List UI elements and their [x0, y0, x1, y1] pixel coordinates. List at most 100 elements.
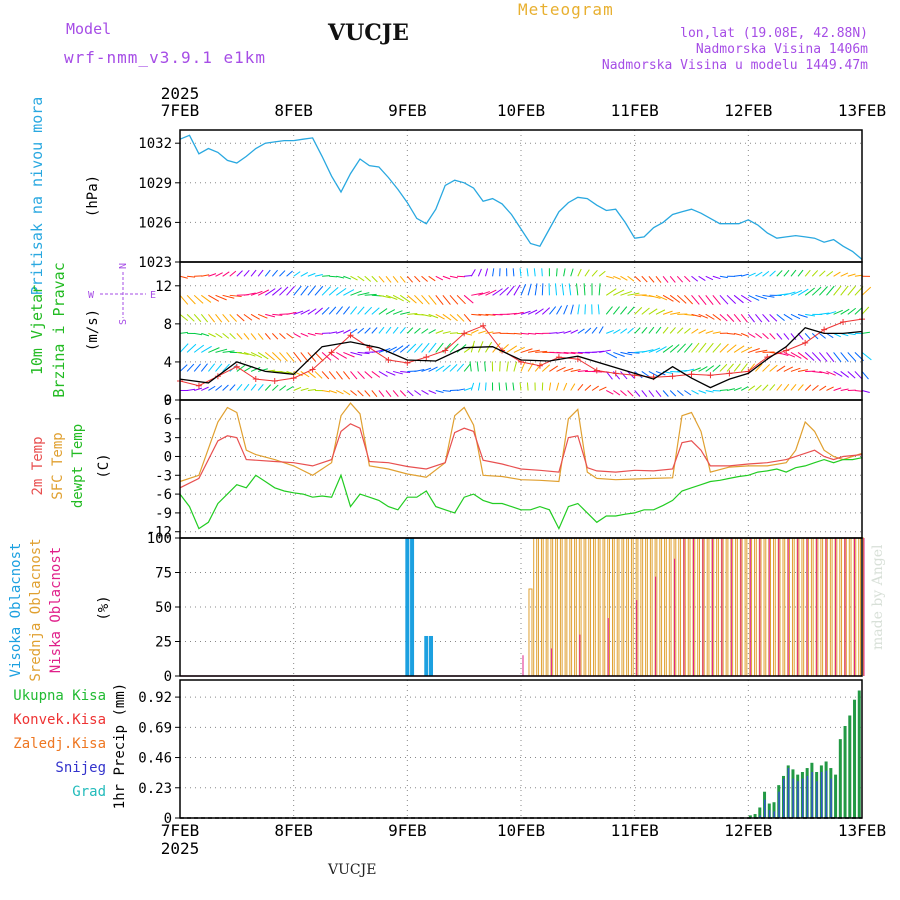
wind-barb: [449, 275, 458, 279]
wind-barb: [783, 313, 793, 321]
wind-barb: [527, 309, 538, 315]
wind-barb: [456, 294, 466, 305]
wind-barb: [762, 294, 775, 298]
wind-barb: [464, 387, 472, 391]
wind-barb: [698, 390, 707, 394]
total-precip-bar: [753, 814, 757, 818]
mid-cloud-bar: [774, 537, 779, 676]
wind-barb: [840, 371, 850, 378]
dewpoint-line: [179, 457, 863, 531]
wind-barb: [734, 274, 743, 277]
wind-barb: [641, 371, 651, 378]
mid-cloud-bar: [561, 537, 566, 676]
mid-cloud-bar: [826, 537, 831, 676]
compass-west: W: [88, 290, 95, 301]
total-precip-bar: [834, 774, 838, 818]
y-tick-label: 75: [155, 566, 172, 582]
wind-barb: [421, 342, 430, 353]
precip-axis-label: 1hr Precip (mm): [112, 683, 128, 809]
wind-barb: [613, 275, 621, 280]
mid-cloud-bar: [694, 537, 699, 676]
wind-barb: [705, 389, 714, 393]
wind-barb: [477, 382, 481, 391]
wind-barb: [378, 294, 391, 299]
wind-barb: [634, 306, 643, 315]
wind-barb: [371, 349, 384, 353]
wind-barb: [826, 332, 834, 339]
wind-barb: [840, 272, 849, 277]
wind-barb: [691, 367, 701, 372]
wind-barb: [328, 287, 339, 296]
wind-barb: [691, 390, 699, 395]
gust-marker: [423, 354, 430, 361]
wind-barb: [378, 390, 385, 398]
wind-barb: [861, 306, 870, 315]
wind-barb: [676, 327, 684, 334]
wind-barb: [456, 388, 466, 391]
wind-barb: [463, 363, 471, 372]
mid-cloud-bar: [765, 537, 770, 676]
wind-barb: [519, 268, 522, 277]
wind-barb: [605, 288, 617, 296]
wind-barb: [421, 328, 429, 334]
wind-barb: [463, 345, 475, 353]
wind-barb: [541, 307, 551, 315]
wind-barb: [584, 327, 592, 334]
wind-barb: [279, 370, 290, 374]
wind-barb: [300, 271, 309, 277]
wind-barb: [414, 390, 422, 396]
wind-barb: [662, 344, 674, 353]
wind-barb: [776, 365, 786, 372]
wind-barb: [748, 332, 756, 338]
wind-barb: [620, 328, 628, 334]
wind-barb: [811, 286, 822, 296]
wind-barb: [755, 314, 763, 323]
pressure-line: [179, 134, 863, 260]
wind-barb: [748, 272, 756, 277]
cloud-axis-label-1: Srednja Oblacnost: [28, 538, 44, 681]
wind-barb: [442, 331, 451, 334]
wind-barb: [627, 306, 635, 315]
y-tick-label: 50: [155, 600, 172, 616]
wind-barb: [329, 331, 338, 334]
wind-barb: [229, 313, 237, 322]
wind-barb: [208, 314, 216, 323]
wind-barb: [506, 361, 509, 372]
mid-cloud-bar: [590, 537, 595, 676]
wind-barb: [819, 370, 830, 375]
wind-barb: [748, 294, 760, 301]
wind-barb: [563, 367, 574, 372]
wind-barb: [250, 313, 260, 320]
wind-barb: [612, 371, 621, 380]
wind-barb: [606, 390, 614, 395]
mid-cloud-bar: [580, 537, 585, 676]
wind-barb: [805, 313, 816, 317]
snow-bar: [778, 791, 780, 818]
wind-barb: [272, 384, 279, 391]
wind-barb: [719, 275, 728, 279]
wind-barb: [243, 292, 256, 296]
mid-cloud-bar: [575, 537, 580, 676]
wind-barb: [179, 275, 188, 279]
wind-barb: [606, 351, 618, 359]
wind-barb: [698, 275, 706, 282]
wind-barb: [554, 283, 558, 296]
model-elevation-label: Nadmorska Visina u modelu 1449.47m: [601, 58, 868, 73]
wind-barb: [733, 387, 742, 391]
wind-barb: [236, 313, 245, 322]
wind-barb: [655, 390, 662, 397]
wind-barb: [790, 383, 797, 391]
y-tick-label: 0: [164, 811, 172, 827]
wind-barb: [861, 331, 870, 334]
wind-barb: [719, 389, 728, 391]
wind-barb: [336, 287, 347, 296]
wind-barb: [250, 383, 257, 391]
wind-barb: [556, 351, 569, 354]
wind-barb: [307, 332, 316, 336]
footer-station: VUCJE: [328, 862, 377, 878]
wind-barb: [208, 332, 216, 338]
2m-temp-line: [179, 423, 863, 489]
wind-barb: [236, 364, 246, 372]
wind-barb: [670, 312, 681, 315]
wind-barb: [449, 294, 459, 305]
